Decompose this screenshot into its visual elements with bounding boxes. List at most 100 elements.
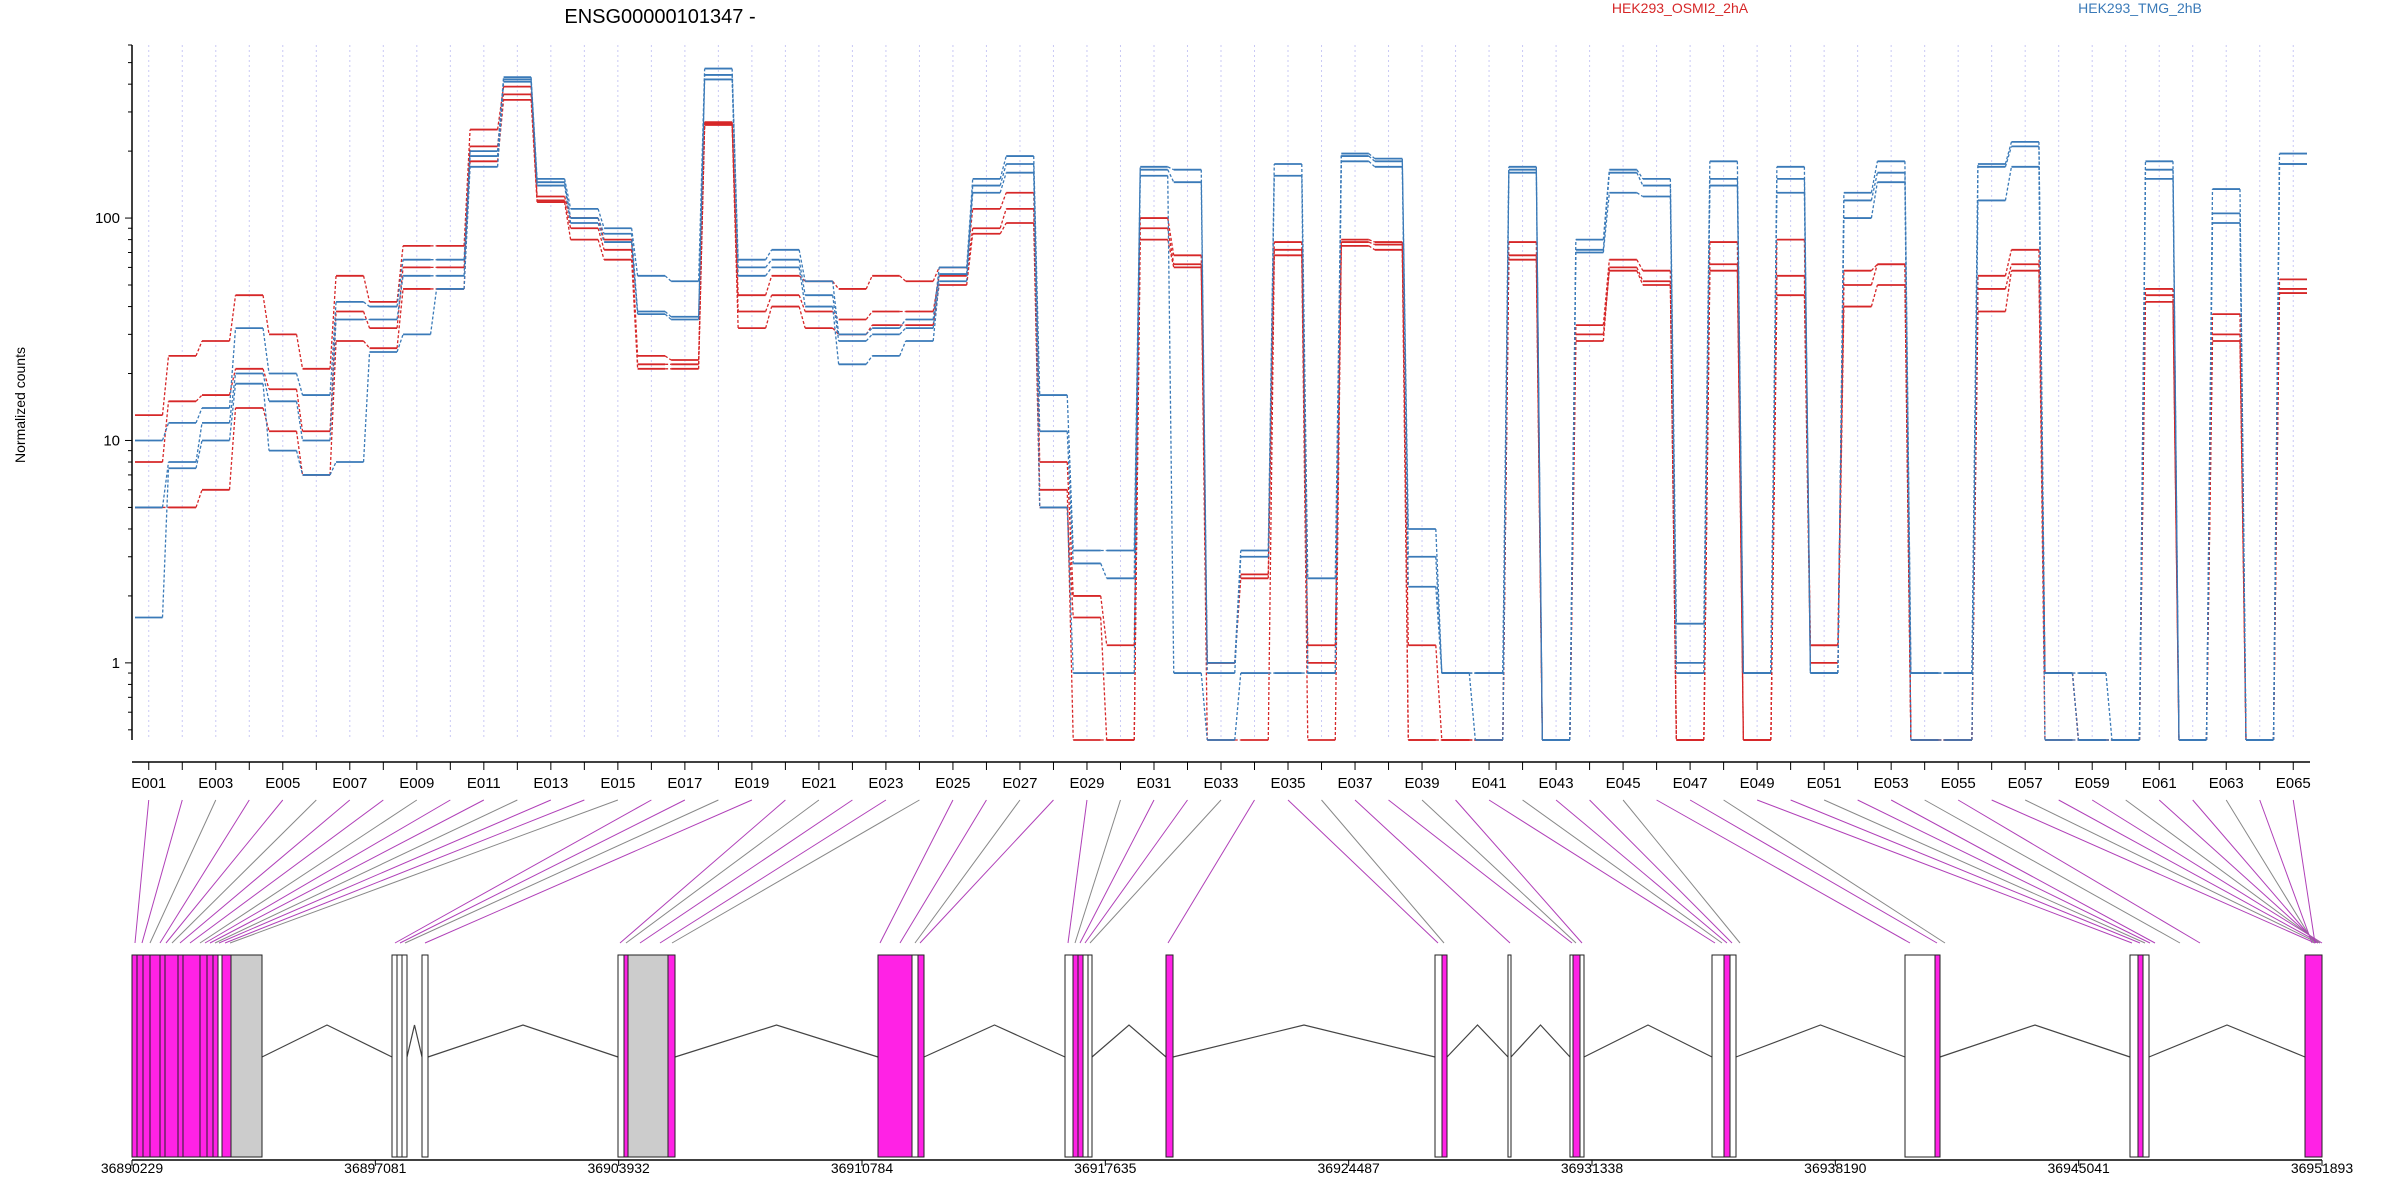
exon-connector xyxy=(1488,799,1716,944)
data-point-connector xyxy=(1703,270,1711,741)
exon-block xyxy=(1904,954,1936,1158)
data-point-connector xyxy=(1066,489,1074,741)
exon-grid xyxy=(148,45,2294,740)
data-point-connector xyxy=(1100,563,1108,579)
intron-line xyxy=(406,1024,423,1058)
data-point-connector xyxy=(1636,267,1644,282)
x-tick-label: E005 xyxy=(265,775,300,792)
x-tick-label: E055 xyxy=(1941,775,1976,792)
data-point-connector xyxy=(1435,645,1443,741)
x-tick-label: E057 xyxy=(2008,775,2043,792)
data-point-connector xyxy=(563,201,572,240)
data-point-connector xyxy=(1904,182,1912,741)
data-point-connector xyxy=(1368,239,1376,243)
data-point-connector xyxy=(530,79,538,183)
exon-connector xyxy=(1354,799,1511,944)
exon-connector xyxy=(149,799,217,944)
genome-tick-label: 36890229 xyxy=(101,1160,164,1176)
exon-connector xyxy=(1589,799,1733,944)
exon-block xyxy=(617,954,625,1158)
exon-connector xyxy=(919,799,1054,944)
data-point-connector xyxy=(295,389,304,432)
data-point-connector xyxy=(1803,178,1812,674)
genome-tick-label: 36897081 xyxy=(344,1160,407,1176)
exon-connector xyxy=(171,799,317,944)
exon-connector xyxy=(404,799,719,944)
data-point-connector xyxy=(1535,172,1543,741)
data-point-connector xyxy=(1870,263,1878,272)
data-point-connector xyxy=(195,407,203,424)
x-tick-label: E031 xyxy=(1136,775,1171,792)
x-tick-label: E059 xyxy=(2075,775,2110,792)
data-point-connector xyxy=(2038,166,2046,741)
data-point-connector xyxy=(932,273,940,329)
data-point-connector xyxy=(295,431,304,476)
data-point-connector xyxy=(1703,242,1711,741)
data-point-connector xyxy=(1100,617,1108,741)
data-point-connector xyxy=(2239,223,2247,741)
exon-block xyxy=(401,954,408,1158)
exon-connector xyxy=(914,799,1021,944)
exon-connector xyxy=(1656,799,1911,944)
data-point-connector xyxy=(496,86,505,130)
x-tick-label: E027 xyxy=(1002,775,1037,792)
data-point-connector xyxy=(1334,161,1342,674)
data-point-connector xyxy=(597,239,605,260)
data-point-connector xyxy=(765,275,773,296)
data-point-connector xyxy=(597,217,605,234)
x-tick-label: E029 xyxy=(1069,775,1104,792)
x-tick-label: E007 xyxy=(332,775,367,792)
exon-block xyxy=(136,954,144,1158)
y-axis-label: Normalized counts xyxy=(12,347,28,463)
data-point-connector xyxy=(228,368,237,396)
exon-connector xyxy=(1991,799,2316,944)
x-tick-label: E051 xyxy=(1807,775,1842,792)
exon-block xyxy=(1064,954,1074,1158)
data-point-connector xyxy=(999,192,1007,210)
data-point-connector xyxy=(1368,245,1376,251)
data-point-connector xyxy=(228,407,237,490)
data-point-connector xyxy=(597,217,605,240)
gene-model-track xyxy=(131,954,2323,1158)
data-point-connector xyxy=(161,468,170,618)
data-point-connector xyxy=(396,334,404,353)
exon-connector xyxy=(2125,799,2321,944)
data-point-connector xyxy=(1167,228,1175,265)
data-point-connector xyxy=(1435,586,1443,674)
x-tick-label: E063 xyxy=(2209,775,2244,792)
exon-block xyxy=(131,954,138,1158)
data-point-connector xyxy=(999,208,1007,229)
exon-block xyxy=(1082,954,1089,1158)
exon-block xyxy=(230,954,263,1158)
exon-connector xyxy=(2225,799,2315,944)
data-point-connector xyxy=(262,368,270,390)
data-point-connector xyxy=(2205,341,2214,741)
data-point-connector xyxy=(1133,166,1141,551)
exon-connector xyxy=(671,799,920,944)
data-point-connector xyxy=(396,275,404,320)
exon-connector xyxy=(659,799,887,944)
exon-block xyxy=(2142,954,2150,1158)
data-point-connector xyxy=(262,328,270,374)
exon-connector xyxy=(1388,799,1573,944)
exon-block xyxy=(1087,954,1093,1158)
data-point-connector xyxy=(1401,242,1409,646)
data-point-connector xyxy=(932,281,940,342)
exon-connector xyxy=(1756,799,2133,944)
exon-connector xyxy=(229,799,619,944)
y-tick-label: 1 xyxy=(112,655,120,672)
data-point-connector xyxy=(228,328,237,409)
intron-line xyxy=(1446,1024,1509,1058)
x-tick-label: E047 xyxy=(1673,775,1708,792)
y-tick-label: 10 xyxy=(103,432,120,449)
data-point-connector xyxy=(1602,259,1610,326)
intron-line xyxy=(1735,1024,1906,1058)
exon-block xyxy=(199,954,208,1158)
data-point-connector xyxy=(1100,595,1108,646)
intron-line xyxy=(1172,1024,1436,1058)
data-point-connector xyxy=(1368,155,1376,162)
data-point-connector xyxy=(798,306,806,329)
x-tick-label: E025 xyxy=(935,775,970,792)
exon-connector xyxy=(2158,799,2319,944)
x-tick-label: E039 xyxy=(1405,775,1440,792)
